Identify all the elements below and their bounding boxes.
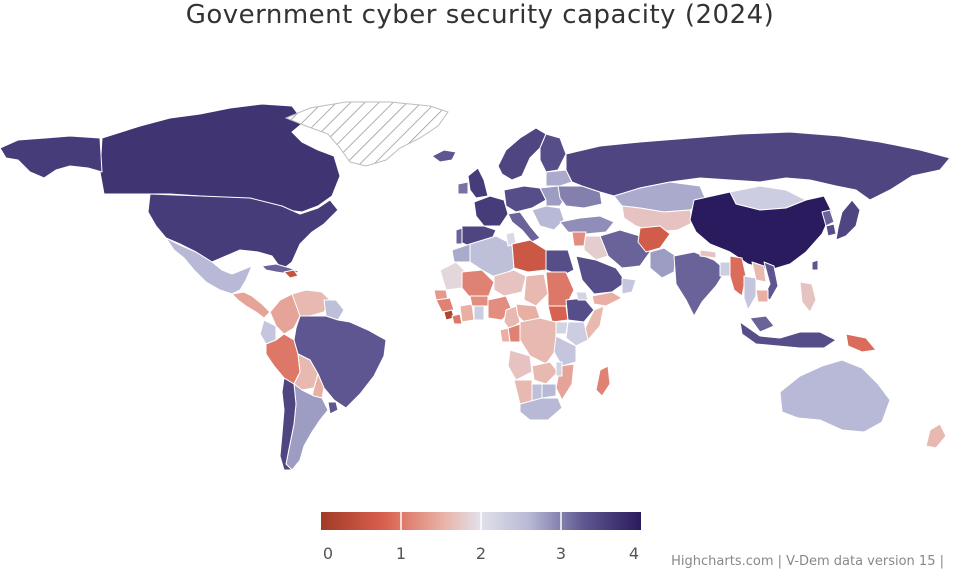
region-alaska[interactable]: Alaska: 3.6 <box>0 135 103 179</box>
region-chile[interactable]: Chile: 3.5 <box>279 377 297 471</box>
region-bolivia[interactable]: Bolivia: 1.6 <box>293 353 319 391</box>
region-central-europe[interactable]: Central Europe: 3.4 <box>503 185 547 213</box>
region-france[interactable]: France: 3.6 <box>473 195 509 227</box>
region-namibia[interactable]: Namibia: 1.6 <box>513 379 533 405</box>
region-myanmar[interactable]: Myanmar: 0.9 <box>729 255 747 297</box>
region-guyana[interactable]: Guyana: 2.5 <box>323 299 345 321</box>
region-uganda[interactable]: Uganda: 2.2 <box>555 321 569 335</box>
region-chad[interactable]: Chad: 1.6 <box>523 273 549 307</box>
region-indonesia[interactable]: Indonesia: 3.4 <box>739 321 837 349</box>
region-mexico[interactable]: Mexico: 2.6 <box>165 237 253 295</box>
region-burkina-faso[interactable]: Burkina Faso: 1.2 <box>469 295 489 307</box>
region-canada[interactable]: Canada: 3.7 <box>99 103 341 213</box>
region-saudi-arabia[interactable]: Saudi Arabia: 3.4 <box>575 255 627 295</box>
region-taiwan[interactable]: Taiwan: 3.3 <box>811 259 819 271</box>
region-syria[interactable]: Syria: 1.2 <box>571 231 587 247</box>
credits-link[interactable]: Highcharts.com | V-Dem data version 15 | <box>671 554 944 569</box>
region-china[interactable]: China: 4 <box>689 191 833 271</box>
region-balkans[interactable]: Balkans: 2.6 <box>531 205 565 231</box>
region-new-zealand[interactable]: New Zealand: 1.6 <box>925 423 947 449</box>
region-portugal[interactable]: Portugal: 3.2 <box>455 227 463 245</box>
region-malawi[interactable]: Malawi: 2.2 <box>555 361 563 377</box>
region-thailand[interactable]: Thailand: 2.4 <box>743 275 757 311</box>
region-niger[interactable]: Niger: 1.7 <box>493 269 527 297</box>
region-eritrea[interactable]: Eritrea: 2.2 <box>575 291 589 301</box>
region-iran[interactable]: Iran: 3.2 <box>599 229 651 269</box>
region-guinea[interactable]: Guinea: 1.1 <box>435 297 455 313</box>
legend-label-4: 4 <box>628 544 640 563</box>
region-malaysia[interactable]: Malaysia: 3.2 <box>749 315 775 333</box>
region-south-korea[interactable]: South Korea: 3.4 <box>825 223 837 237</box>
region-egypt[interactable]: Egypt: 3.4 <box>545 249 575 277</box>
region-india[interactable]: India: 3.2 <box>673 251 727 317</box>
region-australia[interactable]: Australia: 2.6 <box>779 359 891 433</box>
region-laos[interactable]: Laos: 1.6 <box>751 261 767 283</box>
region-ghana[interactable]: Ghana: 2.3 <box>473 305 485 321</box>
region-north-korea[interactable]: North Korea: 3.2 <box>821 209 835 227</box>
region-belarus[interactable]: Belarus: 2.7 <box>545 169 573 187</box>
region-oman[interactable]: Oman: 2.4 <box>621 277 637 295</box>
legend-label-1: 1 <box>395 544 407 563</box>
region-south-africa[interactable]: South Africa: 2.6 <box>519 397 563 421</box>
region-nepal[interactable]: Nepal: 1.7 <box>699 249 717 259</box>
chart-title: Government cyber security capacity (2024… <box>185 0 775 30</box>
legend-label-3: 3 <box>555 544 567 563</box>
region-liberia[interactable]: Liberia: 1 <box>451 313 463 325</box>
region-italy[interactable]: Italy: 3.2 <box>507 211 541 243</box>
region-cote-d-ivoire[interactable]: Cote d'Ivoire: 1.5 <box>459 303 475 323</box>
region-libya[interactable]: Libya: 0.6 <box>511 239 547 273</box>
region-kenya[interactable]: Kenya: 2.3 <box>565 321 589 347</box>
region-haiti[interactable]: Haiti: 0.5 <box>283 269 299 279</box>
region-madagascar[interactable]: Madagascar: 1.1 <box>595 365 611 397</box>
region-south-sudan[interactable]: South Sudan: 0.8 <box>547 305 569 323</box>
region-angola[interactable]: Angola: 1.7 <box>507 349 533 381</box>
region-turkey[interactable]: Turkey: 2.9 <box>559 215 615 235</box>
region-gabon[interactable]: Gabon: 1.5 <box>499 327 511 343</box>
region-ecuador[interactable]: Ecuador: 2.4 <box>259 319 277 345</box>
region-dr-congo[interactable]: DR Congo: 1.6 <box>519 317 557 365</box>
region-russia[interactable]: Russia: 3.5 <box>565 131 951 201</box>
legend-label-0: 0 <box>322 544 334 563</box>
region-afghanistan[interactable]: Afghanistan: 0.7 <box>637 225 671 253</box>
region-central-america[interactable]: Central America: 1.4 <box>231 291 271 319</box>
legend-label-2: 2 <box>475 544 487 563</box>
region-tanzania[interactable]: Tanzania: 2.4 <box>553 335 577 367</box>
region-bangladesh[interactable]: Bangladesh: 2.3 <box>719 261 731 277</box>
region-ireland[interactable]: Ireland: 3.1 <box>457 181 469 195</box>
region-cambodia[interactable]: Cambodia: 1.5 <box>755 289 769 303</box>
region-uruguay[interactable]: Uruguay: 3.3 <box>327 401 339 415</box>
region-finland[interactable]: Finland: 3.4 <box>539 133 567 173</box>
region-papua-new-guinea[interactable]: Papua New Guinea: 0.9 <box>845 333 877 353</box>
region-philippines[interactable]: Philippines: 1.7 <box>799 281 817 313</box>
region-zambia[interactable]: Zambia: 1.6 <box>531 361 559 385</box>
region-scandinavia[interactable]: Scandinavia: 3.5 <box>497 127 547 181</box>
region-central-asia[interactable]: Central Asia: 1.7 <box>621 205 695 233</box>
region-united-states[interactable]: United States: 3.6 <box>147 193 339 271</box>
region-greenland-no-data[interactable] <box>284 101 449 167</box>
region-iceland[interactable]: Iceland: 3.3 <box>431 149 457 163</box>
region-pakistan[interactable]: Pakistan: 2.8 <box>649 247 677 279</box>
color-legend-bar <box>321 512 641 530</box>
region-japan[interactable]: Japan: 3.5 <box>835 199 861 241</box>
region-yemen[interactable]: Yemen: 1.5 <box>591 291 623 307</box>
region-iraq[interactable]: Iraq: 1.8 <box>583 235 609 261</box>
region-united-kingdom[interactable]: United Kingdom: 3.6 <box>467 167 489 199</box>
